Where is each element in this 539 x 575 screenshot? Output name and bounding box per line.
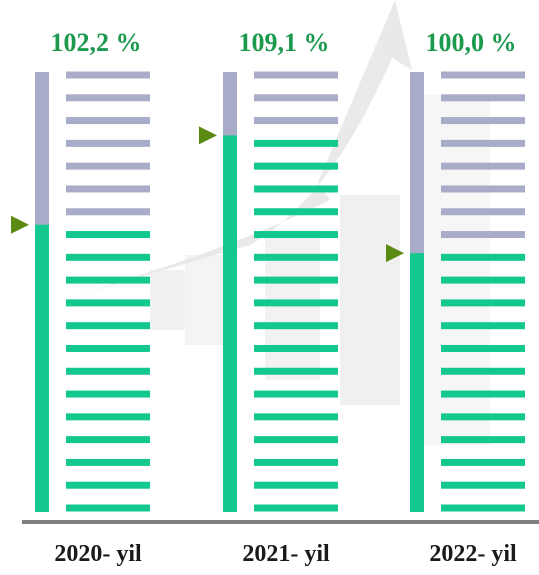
gauge-dash	[441, 162, 525, 170]
gauge-dash	[441, 344, 525, 352]
gauge-dash	[254, 139, 338, 147]
gauge-fill	[410, 253, 424, 513]
gauge-dash	[441, 94, 525, 102]
gauge-dash	[254, 117, 338, 125]
gauge-dash	[66, 162, 150, 170]
gauge-dash	[254, 276, 338, 284]
gauge-dash	[66, 413, 150, 421]
gauge-dash	[254, 481, 338, 489]
x-tick-label: 2020- yil	[54, 541, 142, 567]
gauge-dash	[254, 253, 338, 261]
gauge-dash	[441, 367, 525, 375]
gauge-dash	[254, 390, 338, 398]
gauge-fill	[35, 224, 49, 513]
gauge-dash	[441, 504, 525, 512]
level-marker	[11, 215, 29, 234]
gauge-dash	[441, 231, 525, 239]
gauge-dash	[66, 504, 150, 512]
gauge-dash	[441, 276, 525, 284]
gauge-dash	[66, 71, 150, 79]
gauge-dash	[441, 481, 525, 489]
gauge-dash	[66, 185, 150, 193]
gauge-fill	[223, 135, 237, 513]
gauge-dash	[66, 481, 150, 489]
gauge-dash	[254, 185, 338, 193]
gauge-dash	[66, 231, 150, 239]
gauge-dash	[66, 436, 150, 444]
gauge-dash	[254, 208, 338, 216]
value-label: 109,1 %	[239, 28, 330, 57]
gauge-dash	[254, 436, 338, 444]
gauge-dash	[441, 208, 525, 216]
gauge-dash	[66, 139, 150, 147]
plot: 102,2 % 2020- yil 109,1 % 2021- yil 100,0 % 2…	[11, 28, 525, 567]
gauge-dash	[254, 344, 338, 352]
gauge-dash	[441, 390, 525, 398]
gauge-dash	[441, 71, 525, 79]
gauge-dash	[66, 322, 150, 330]
gauge-dash	[441, 322, 525, 330]
gauge-dash	[441, 139, 525, 147]
gauge-dash	[441, 117, 525, 125]
gauge-dash	[66, 94, 150, 102]
level-marker	[386, 244, 404, 263]
gauge-dash	[66, 117, 150, 125]
gauge-dash	[254, 504, 338, 512]
gauge-dash	[441, 299, 525, 307]
gauge-dash	[254, 162, 338, 170]
gauge-dash	[254, 458, 338, 466]
gauge-dash	[441, 413, 525, 421]
gauge-dash	[254, 94, 338, 102]
x-tick-label: 2021- yil	[242, 541, 330, 567]
x-tick-label: 2022- yil	[429, 541, 517, 567]
gauge-dash	[441, 185, 525, 193]
gauge-dash	[66, 208, 150, 216]
gauge-dash	[66, 367, 150, 375]
gauge-dash	[66, 253, 150, 261]
level-marker	[199, 126, 217, 145]
gauge-dash	[66, 458, 150, 466]
gauge-dash	[254, 71, 338, 79]
gauge-dash	[441, 253, 525, 261]
gauge-dash	[66, 390, 150, 398]
background-illustration	[60, 0, 490, 445]
gauge-dash	[441, 436, 525, 444]
gauge-dash	[66, 299, 150, 307]
gauge-dash	[254, 367, 338, 375]
value-label: 102,2 %	[51, 28, 142, 57]
gauge-dash	[254, 231, 338, 239]
value-label: 100,0 %	[426, 28, 517, 57]
gauge-dash	[254, 322, 338, 330]
gauge-dash	[254, 413, 338, 421]
gauge-dash	[254, 299, 338, 307]
gauge-dash	[66, 344, 150, 352]
gauge-dash	[441, 458, 525, 466]
gauge-dash	[66, 276, 150, 284]
